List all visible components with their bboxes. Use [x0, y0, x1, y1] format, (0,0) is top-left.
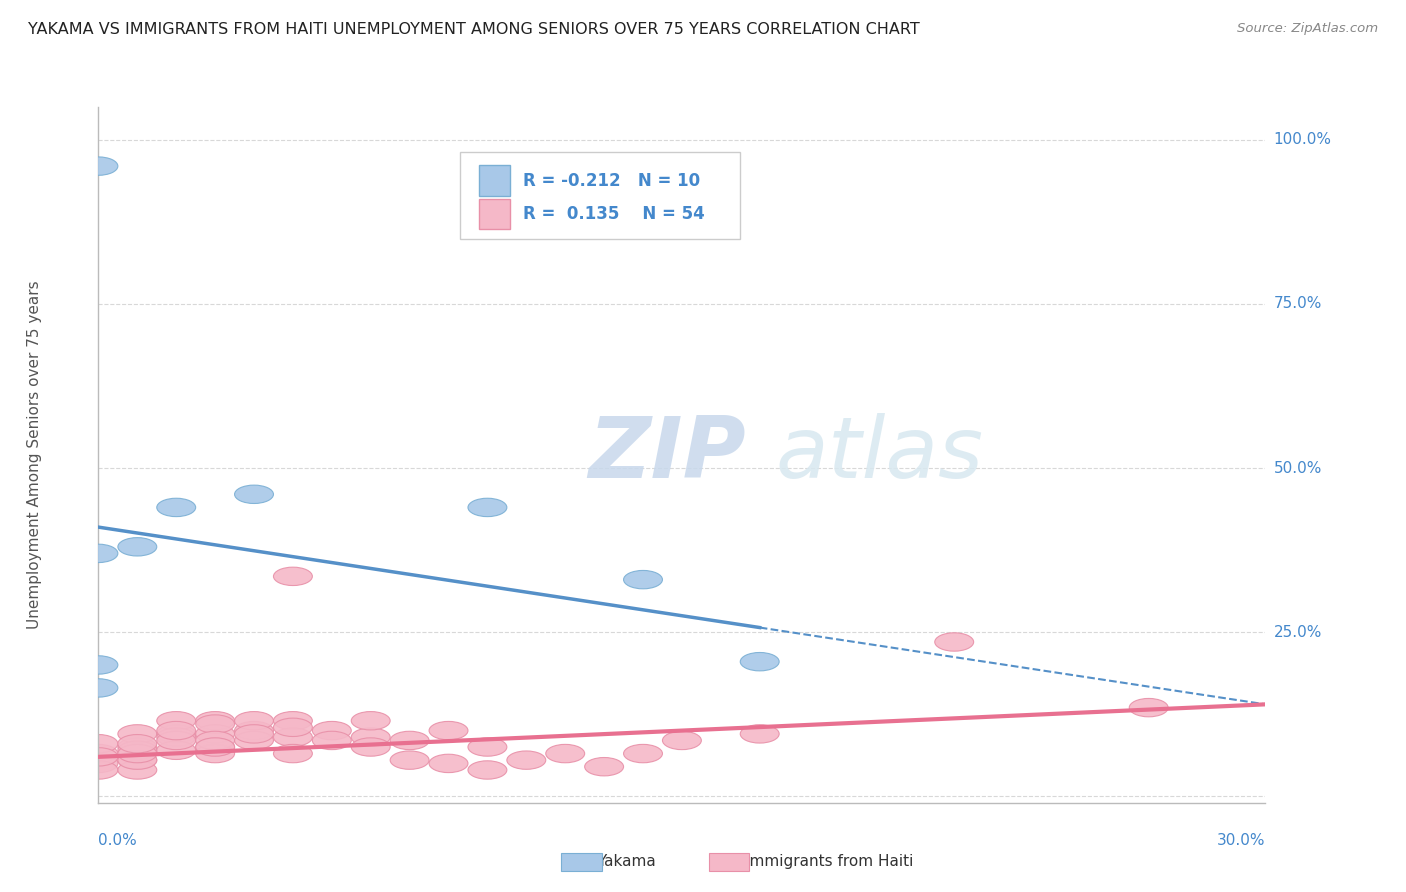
Ellipse shape — [118, 745, 157, 763]
Ellipse shape — [741, 724, 779, 743]
Text: YAKAMA VS IMMIGRANTS FROM HAITI UNEMPLOYMENT AMONG SENIORS OVER 75 YEARS CORRELA: YAKAMA VS IMMIGRANTS FROM HAITI UNEMPLOY… — [28, 22, 920, 37]
Ellipse shape — [157, 728, 195, 747]
Ellipse shape — [195, 745, 235, 763]
FancyBboxPatch shape — [479, 166, 510, 196]
Ellipse shape — [157, 499, 195, 516]
Ellipse shape — [79, 157, 118, 176]
Ellipse shape — [468, 738, 508, 756]
Ellipse shape — [79, 679, 118, 698]
Text: Source: ZipAtlas.com: Source: ZipAtlas.com — [1237, 22, 1378, 36]
Ellipse shape — [235, 724, 273, 743]
Text: 0.0%: 0.0% — [98, 833, 138, 848]
Ellipse shape — [195, 724, 235, 743]
Text: 50.0%: 50.0% — [1274, 460, 1322, 475]
Ellipse shape — [935, 632, 973, 651]
Ellipse shape — [79, 755, 118, 772]
FancyBboxPatch shape — [460, 153, 741, 239]
Ellipse shape — [79, 544, 118, 563]
Ellipse shape — [157, 724, 195, 743]
Ellipse shape — [235, 731, 273, 749]
Text: Yakama: Yakama — [598, 855, 657, 869]
Ellipse shape — [352, 738, 389, 756]
Ellipse shape — [274, 728, 312, 747]
Ellipse shape — [157, 712, 195, 730]
Ellipse shape — [274, 567, 312, 585]
Ellipse shape — [157, 741, 195, 759]
Ellipse shape — [118, 738, 157, 756]
Text: atlas: atlas — [775, 413, 983, 497]
Ellipse shape — [195, 731, 235, 749]
Ellipse shape — [623, 745, 662, 763]
Ellipse shape — [118, 751, 157, 769]
Ellipse shape — [389, 731, 429, 749]
FancyBboxPatch shape — [479, 199, 510, 229]
Ellipse shape — [468, 761, 508, 780]
Ellipse shape — [235, 722, 273, 739]
Ellipse shape — [623, 571, 662, 589]
Text: 75.0%: 75.0% — [1274, 296, 1322, 311]
Ellipse shape — [429, 722, 468, 739]
Ellipse shape — [546, 745, 585, 763]
Ellipse shape — [79, 761, 118, 780]
Ellipse shape — [79, 656, 118, 674]
Ellipse shape — [118, 724, 157, 743]
Text: Unemployment Among Seniors over 75 years: Unemployment Among Seniors over 75 years — [27, 281, 42, 629]
Ellipse shape — [157, 722, 195, 739]
Text: ZIP: ZIP — [589, 413, 747, 497]
Ellipse shape — [352, 712, 389, 730]
Ellipse shape — [741, 652, 779, 671]
Ellipse shape — [274, 745, 312, 763]
Text: 25.0%: 25.0% — [1274, 624, 1322, 640]
Ellipse shape — [312, 722, 352, 739]
Ellipse shape — [118, 741, 157, 759]
Ellipse shape — [429, 755, 468, 772]
Ellipse shape — [662, 731, 702, 749]
Ellipse shape — [195, 712, 235, 730]
Ellipse shape — [312, 731, 352, 749]
Ellipse shape — [1129, 698, 1168, 717]
Ellipse shape — [195, 738, 235, 756]
Text: 100.0%: 100.0% — [1274, 132, 1331, 147]
Text: 30.0%: 30.0% — [1218, 833, 1265, 848]
Ellipse shape — [235, 485, 273, 503]
Ellipse shape — [79, 747, 118, 766]
Ellipse shape — [79, 734, 118, 753]
Ellipse shape — [508, 751, 546, 769]
Ellipse shape — [195, 738, 235, 756]
Ellipse shape — [79, 745, 118, 763]
Ellipse shape — [195, 714, 235, 733]
Ellipse shape — [585, 757, 623, 776]
Ellipse shape — [118, 761, 157, 780]
Ellipse shape — [274, 718, 312, 737]
Ellipse shape — [157, 731, 195, 749]
Text: Immigrants from Haiti: Immigrants from Haiti — [745, 855, 914, 869]
Ellipse shape — [235, 712, 273, 730]
Ellipse shape — [389, 751, 429, 769]
Ellipse shape — [118, 734, 157, 753]
Ellipse shape — [468, 499, 508, 516]
Ellipse shape — [352, 728, 389, 747]
Ellipse shape — [118, 538, 157, 556]
Text: R =  0.135    N = 54: R = 0.135 N = 54 — [523, 205, 704, 223]
Text: R = -0.212   N = 10: R = -0.212 N = 10 — [523, 172, 700, 190]
Ellipse shape — [274, 712, 312, 730]
Ellipse shape — [118, 751, 157, 769]
